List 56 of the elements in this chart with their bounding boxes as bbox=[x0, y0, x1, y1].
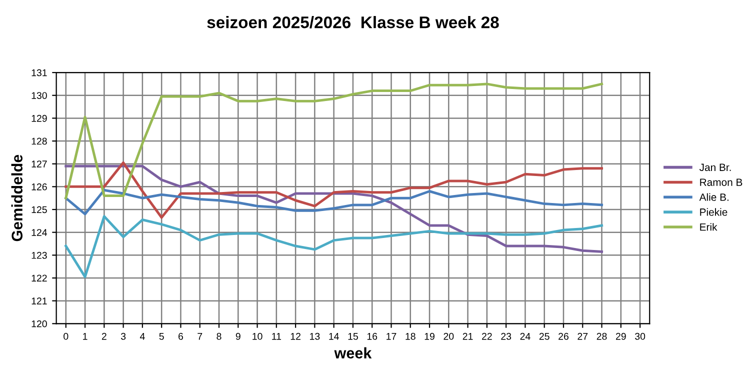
x-tick-label: 21 bbox=[462, 332, 473, 340]
y-tick-label: 123 bbox=[32, 252, 47, 259]
line-series bbox=[64, 188, 604, 216]
x-tick-label: 0 bbox=[64, 332, 68, 340]
x-tick-label: 30 bbox=[635, 332, 646, 340]
y-tick-label: 127 bbox=[32, 160, 47, 168]
x-tick-label: 4 bbox=[140, 333, 145, 340]
x-tick-label: 2 bbox=[102, 332, 106, 340]
x-tick-label: 27 bbox=[578, 332, 588, 340]
x-tick-label: 7 bbox=[198, 333, 202, 340]
y-tick-label: 122 bbox=[32, 274, 47, 282]
x-tick-label: 18 bbox=[406, 332, 416, 340]
chart-title: seizoen 2025/2026 Klasse B week 28 bbox=[207, 16, 499, 28]
legend-label: Erik bbox=[700, 223, 718, 231]
y-tick-label: 125 bbox=[32, 206, 47, 214]
x-tick-label: 10 bbox=[252, 332, 262, 340]
legend-label: Piekie bbox=[700, 208, 728, 216]
x-tick-label: 11 bbox=[272, 333, 281, 340]
line-series bbox=[64, 161, 604, 219]
x-tick-label: 12 bbox=[290, 332, 300, 340]
legend-label: Jan Br. bbox=[699, 164, 731, 172]
x-tick-label: 14 bbox=[329, 333, 339, 340]
x-tick-label: 16 bbox=[367, 332, 378, 340]
x-tick-label: 26 bbox=[558, 332, 568, 340]
x-tick-label: 22 bbox=[482, 332, 492, 340]
y-tick-label: 121 bbox=[32, 298, 47, 304]
x-tick-label: 28 bbox=[596, 332, 607, 340]
x-tick-label: 29 bbox=[616, 332, 626, 340]
x-tick-label: 9 bbox=[236, 332, 240, 340]
y-tick-label: 120 bbox=[32, 320, 47, 328]
x-tick-label: 23 bbox=[501, 332, 512, 340]
x-tick-label: 20 bbox=[444, 332, 454, 340]
x-tick-label: 5 bbox=[159, 333, 164, 340]
line-series bbox=[64, 164, 604, 253]
y-axis-title: Gemiddelde bbox=[11, 154, 23, 242]
x-tick-label: 19 bbox=[424, 332, 434, 340]
x-tick-label: 25 bbox=[539, 332, 550, 340]
line-series bbox=[64, 82, 604, 200]
y-tick-label: 130 bbox=[32, 92, 47, 99]
x-tick-label: 3 bbox=[120, 332, 126, 340]
y-tick-label: 124 bbox=[32, 229, 48, 236]
legend-label: Ramon B bbox=[700, 178, 742, 186]
y-tick-label: 129 bbox=[32, 114, 47, 122]
x-tick-label: 8 bbox=[216, 332, 222, 340]
y-tick-label: 131 bbox=[32, 69, 47, 76]
x-tick-label: 13 bbox=[310, 332, 320, 340]
x-tick-label: 6 bbox=[178, 332, 183, 340]
x-tick-label: 1 bbox=[83, 333, 88, 340]
x-tick-label: 24 bbox=[520, 332, 530, 340]
y-tick-label: 126 bbox=[32, 183, 47, 190]
x-axis-title: week bbox=[334, 347, 372, 359]
x-tick-label: 15 bbox=[348, 333, 358, 340]
line-series bbox=[64, 215, 604, 278]
legend-label: Alie B. bbox=[699, 193, 728, 201]
x-tick-label: 17 bbox=[386, 333, 396, 340]
y-tick-label: 128 bbox=[32, 138, 47, 145]
